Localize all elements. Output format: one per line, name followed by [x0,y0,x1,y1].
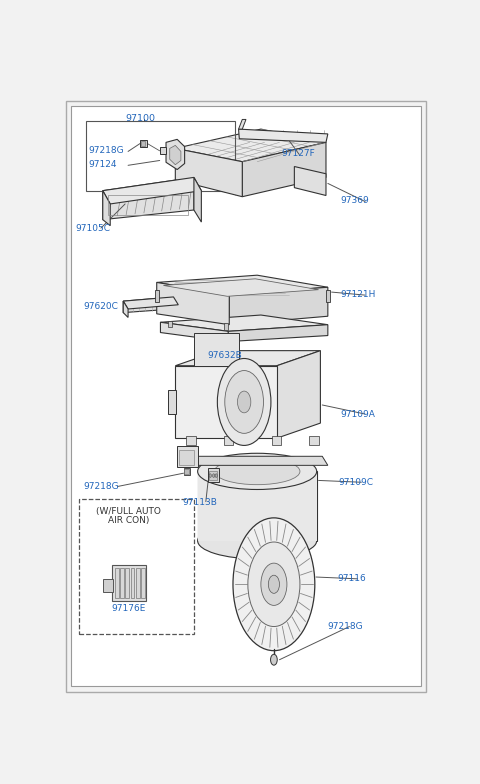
Circle shape [268,575,279,593]
Bar [168,390,176,414]
Bar [125,568,129,598]
Polygon shape [160,322,228,342]
Polygon shape [156,282,229,325]
Polygon shape [160,315,328,332]
Text: AIR CON): AIR CON) [108,517,149,525]
Text: 97113B: 97113B [182,499,217,507]
Circle shape [225,371,264,434]
Polygon shape [175,365,277,438]
Bar [141,141,145,146]
Bar [140,140,147,147]
Text: 97127F: 97127F [282,149,315,158]
Polygon shape [123,301,128,318]
Bar [108,195,188,215]
Bar [272,437,281,445]
Text: 97121H: 97121H [340,290,375,299]
Polygon shape [239,129,328,143]
Polygon shape [228,325,328,342]
Bar [186,437,196,445]
Bar [224,437,233,445]
Polygon shape [194,177,202,222]
Circle shape [209,474,211,477]
Circle shape [233,518,315,651]
Text: 97105C: 97105C [76,223,110,233]
Circle shape [215,474,217,477]
Bar [168,321,172,327]
Polygon shape [103,177,202,204]
Polygon shape [192,456,328,466]
Bar [86,122,235,191]
Text: 97176E: 97176E [112,604,146,613]
Text: 97124: 97124 [88,160,117,169]
Polygon shape [175,148,242,197]
Bar [120,568,124,598]
Circle shape [217,358,271,445]
Text: 97218G: 97218G [83,482,119,491]
Text: (W/FULL AUTO: (W/FULL AUTO [96,507,161,517]
Circle shape [238,391,251,413]
Polygon shape [175,129,326,162]
Polygon shape [170,145,181,165]
Bar [184,469,189,474]
Polygon shape [242,143,326,197]
Text: 97632B: 97632B [207,351,242,360]
Bar [136,568,140,598]
Ellipse shape [215,458,300,485]
Bar [155,290,159,303]
Polygon shape [229,287,328,325]
Bar [115,568,119,598]
Bar [179,450,194,465]
Text: 97218G: 97218G [88,146,123,154]
Bar [224,324,228,329]
Bar [177,446,198,467]
Ellipse shape [198,523,317,559]
Bar [209,471,217,481]
Bar [309,437,319,445]
Text: 97369: 97369 [340,197,369,205]
Bar [208,468,219,481]
Bar [112,565,145,601]
Bar [183,468,190,475]
Bar [103,579,113,592]
Text: 97620C: 97620C [83,302,118,311]
Polygon shape [294,166,326,195]
Polygon shape [123,297,178,309]
Ellipse shape [198,453,317,489]
Polygon shape [123,297,173,313]
Text: 97100: 97100 [125,114,155,123]
Polygon shape [166,140,185,169]
Polygon shape [194,332,239,365]
Polygon shape [163,279,319,296]
Bar [131,568,134,598]
Polygon shape [103,177,194,220]
Circle shape [248,542,300,626]
Polygon shape [198,471,317,541]
Circle shape [261,563,287,605]
Circle shape [213,474,215,477]
Circle shape [271,655,277,665]
Text: 97109A: 97109A [340,409,375,419]
Polygon shape [239,119,246,129]
Polygon shape [277,350,321,438]
Text: 97218G: 97218G [328,622,363,631]
Polygon shape [103,191,110,226]
Polygon shape [156,275,328,295]
Bar [79,499,194,634]
Bar [160,147,167,154]
Bar [141,568,145,598]
Text: 97109C: 97109C [338,477,373,487]
Polygon shape [175,350,321,365]
Text: 97116: 97116 [337,574,366,583]
Bar [326,290,330,303]
